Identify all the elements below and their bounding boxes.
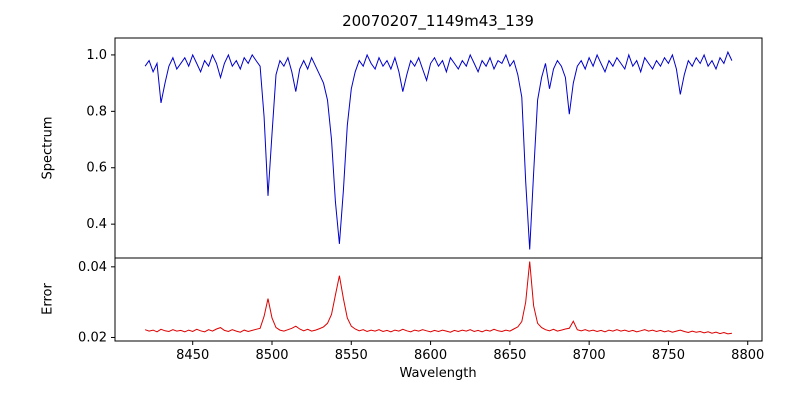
x-tick-label: 8600 <box>414 348 447 363</box>
x-tick-label: 8750 <box>652 348 685 363</box>
x-tick-label: 8550 <box>335 348 368 363</box>
chart-title: 20070207_1149m43_139 <box>342 12 534 30</box>
y-tick-label: 0.6 <box>86 161 107 176</box>
y-tick-label: 1.0 <box>86 48 107 63</box>
error-axis-label: Error <box>40 283 56 315</box>
axis-ticks <box>111 54 749 345</box>
x-tick-label: 8650 <box>493 348 526 363</box>
x-axis-label: Wavelength <box>399 366 477 381</box>
x-tick-label: 8800 <box>731 348 764 363</box>
y-tick-label: 0.04 <box>78 260 107 275</box>
y-tick-label: 0.4 <box>86 217 107 232</box>
x-tick-label: 8450 <box>176 348 209 363</box>
error-line <box>144 261 732 335</box>
x-tick-label: 8500 <box>255 348 288 363</box>
y-tick-label: 0.8 <box>86 104 107 119</box>
spectrum-line <box>144 50 733 250</box>
spectrum-axis-label: Spectrum <box>40 116 56 180</box>
axis-tick-labels: 8450 8500 8550 8600 8650 8700 8750 8800 0.4 0.6 0.… <box>78 48 764 363</box>
spectrum-panel <box>114 37 763 259</box>
x-tick-label: 8700 <box>573 348 606 363</box>
error-panel <box>114 257 763 342</box>
y-tick-label: 0.02 <box>78 330 107 345</box>
